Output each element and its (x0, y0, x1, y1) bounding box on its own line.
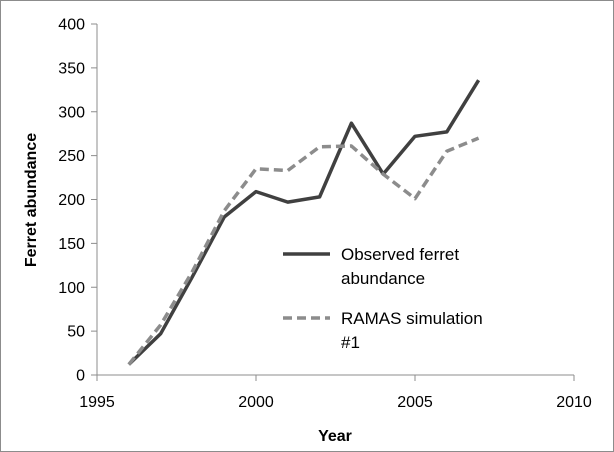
y-tick-label: 50 (67, 324, 85, 341)
y-tick-label: 350 (58, 60, 85, 77)
y-tick-label: 400 (58, 17, 85, 34)
legend-label: #1 (341, 333, 360, 352)
axis-labels: Year Ferret abundance (23, 133, 352, 445)
y-tick-label: 300 (58, 104, 85, 121)
series-line-observed-abundance (127, 79, 481, 366)
y-tick-label: 0 (76, 368, 85, 385)
axes: 0 50 100 150 200 250 300 350 400 1995 2000 2005 2010 (58, 17, 592, 412)
y-tick-label: 200 (58, 192, 85, 209)
x-tick-label: 2010 (556, 394, 592, 411)
x-axis-title: Year (318, 428, 352, 445)
y-tick-label: 100 (58, 280, 85, 297)
x-tick-label: 2000 (238, 394, 274, 411)
y-tick-label: 150 (58, 236, 85, 253)
legend: Observed ferret abundance RAMAS simulation… (283, 245, 483, 352)
legend-label: abundance (341, 269, 425, 288)
legend-label: Observed ferret (341, 245, 459, 264)
legend-label: RAMAS simulation (341, 309, 483, 328)
y-axis-title: Ferret abundance (23, 133, 40, 267)
y-tick-label: 250 (58, 148, 85, 165)
series-line-ramas-simulation (127, 136, 480, 366)
series-lines (127, 79, 481, 366)
x-tick-label: 1995 (79, 394, 115, 411)
x-tick-label: 2005 (397, 394, 433, 411)
